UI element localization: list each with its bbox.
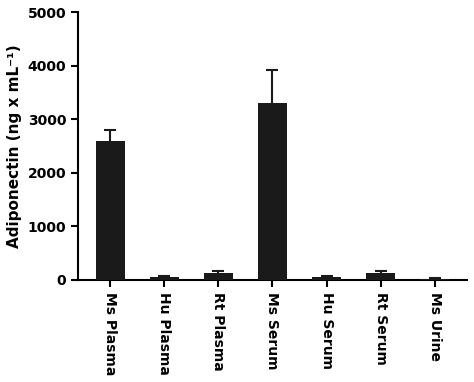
Bar <box>365 274 395 280</box>
Bar <box>204 274 233 280</box>
Bar <box>311 277 341 280</box>
Bar <box>150 277 179 280</box>
Bar <box>258 104 287 280</box>
Bar <box>96 141 125 280</box>
Bar <box>419 279 449 280</box>
Y-axis label: Adiponectin (ng x mL⁻¹): Adiponectin (ng x mL⁻¹) <box>7 44 22 248</box>
